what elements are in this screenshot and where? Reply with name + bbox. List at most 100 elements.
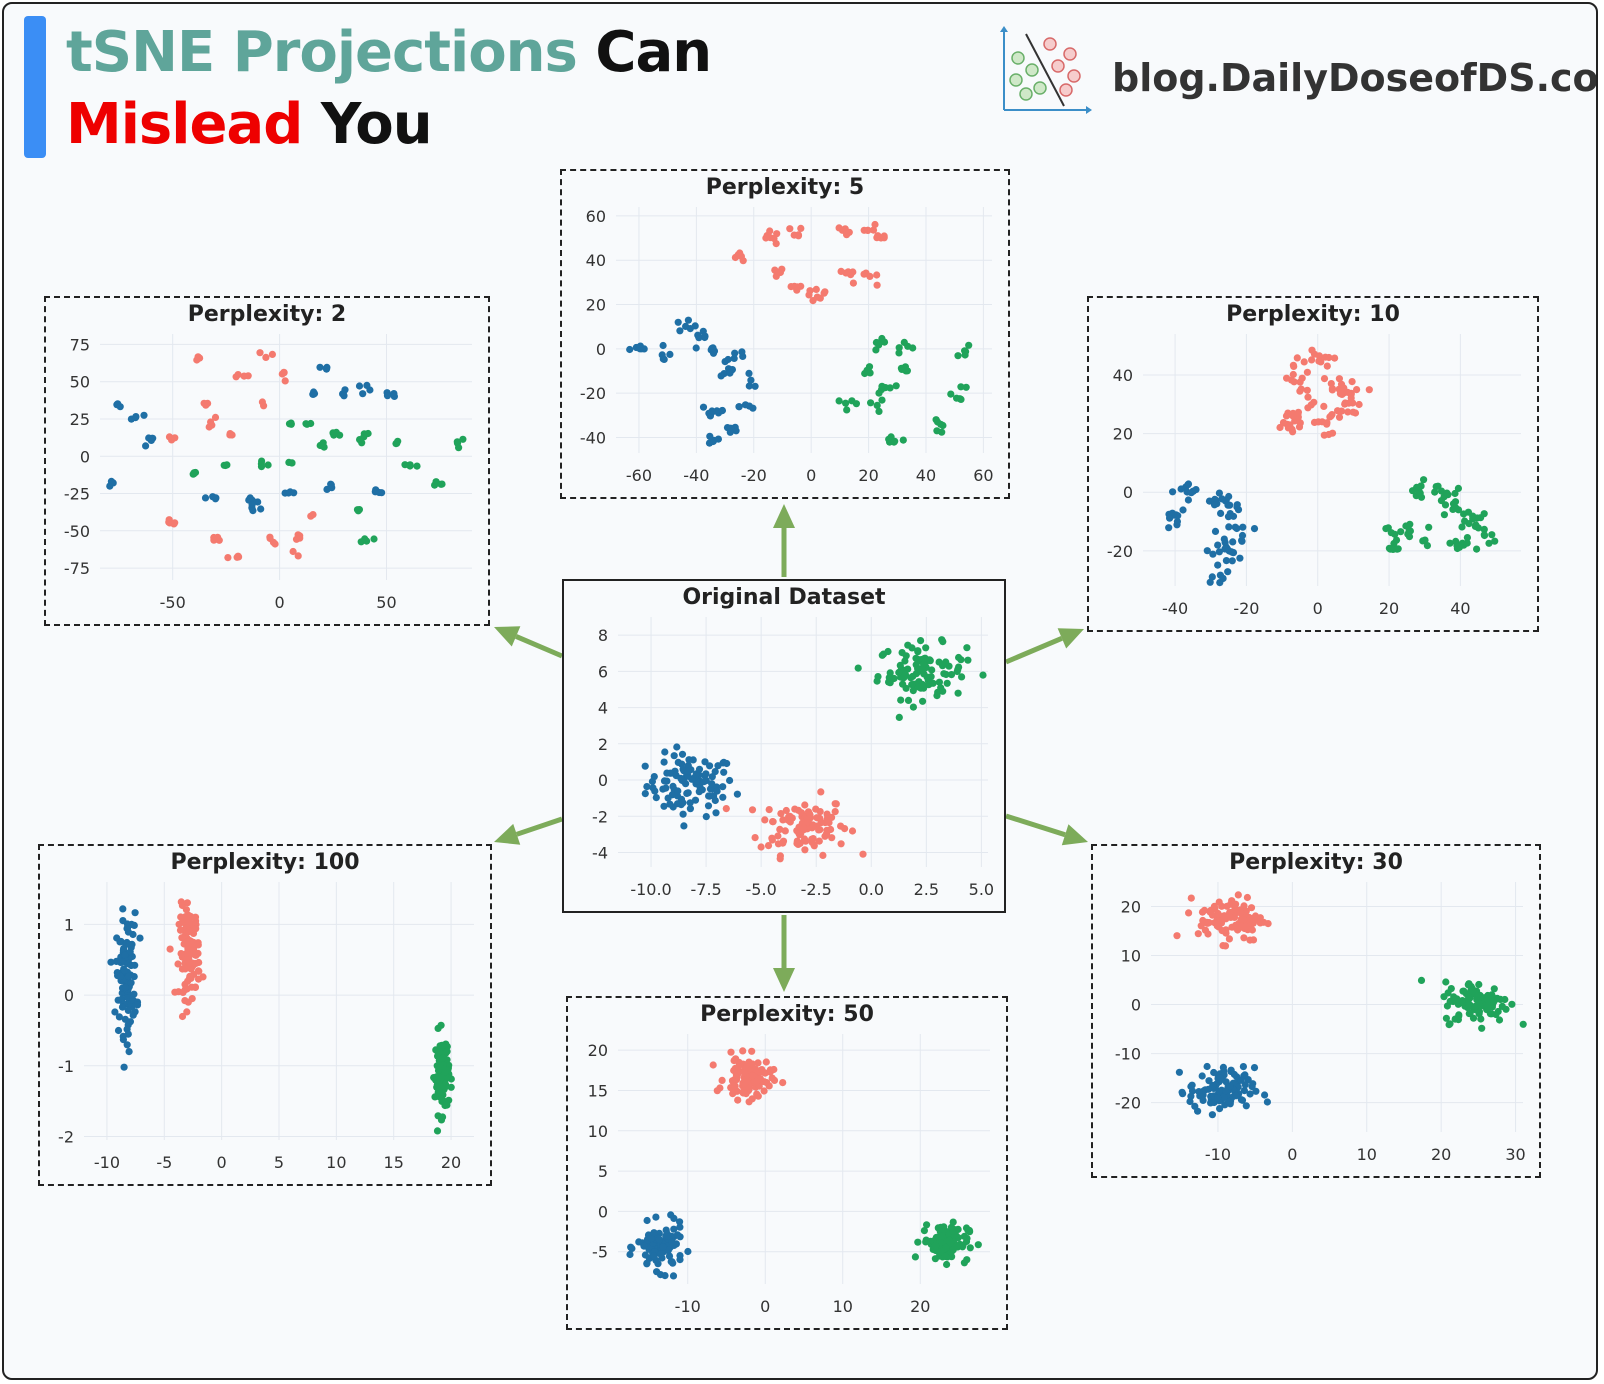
x-tick-label: 20: [1431, 1145, 1451, 1164]
data-point: [1256, 919, 1264, 927]
data-point: [199, 973, 207, 981]
data-point: [1201, 918, 1209, 926]
data-point: [183, 1008, 191, 1016]
data-point: [174, 960, 182, 968]
data-point: [854, 664, 862, 672]
data-point: [691, 322, 699, 330]
data-point: [1179, 506, 1187, 514]
x-tick-label: 40: [916, 466, 936, 485]
data-point: [680, 822, 688, 830]
data-point: [1519, 1020, 1527, 1028]
x-tick-label: 0: [1287, 1145, 1297, 1164]
data-point: [1451, 489, 1459, 498]
y-tick-label: 0: [1123, 483, 1133, 502]
data-point: [733, 790, 741, 798]
scatter-plot-perp50: -10 0 10 20 -5 0 5 10 15 20: [588, 1034, 990, 1316]
data-point: [310, 388, 318, 396]
data-point: [413, 462, 421, 470]
data-point: [1289, 361, 1297, 369]
y-tick-label: 10: [1121, 947, 1141, 966]
data-point: [1303, 386, 1311, 394]
data-point: [874, 673, 882, 681]
data-point: [1250, 1064, 1259, 1072]
data-point: [340, 392, 348, 400]
data-point: [661, 748, 669, 756]
data-point: [1459, 987, 1467, 995]
data-point: [925, 681, 933, 689]
data-point: [257, 460, 265, 468]
x-tick-label: -10: [1205, 1145, 1231, 1164]
data-point: [655, 1235, 663, 1243]
data-point: [185, 927, 193, 935]
data-point: [933, 692, 941, 700]
data-point: [205, 423, 213, 431]
data-point: [1228, 548, 1236, 556]
data-point: [1191, 1102, 1199, 1110]
data-point: [837, 822, 845, 830]
data-point: [1279, 419, 1288, 427]
data-point: [706, 762, 714, 770]
x-tick-label: -7.5: [690, 880, 721, 899]
x-tick-label: -10: [94, 1153, 120, 1172]
arrow-1: [494, 626, 563, 659]
data-point: [1349, 408, 1357, 416]
data-point: [1226, 501, 1234, 509]
data-point: [285, 458, 293, 466]
data-point: [1463, 539, 1471, 547]
data-point: [190, 470, 198, 478]
data-point: [190, 940, 198, 948]
data-point: [1490, 997, 1498, 1005]
data-point: [1243, 893, 1251, 902]
data-point: [1205, 1077, 1213, 1085]
data-point: [124, 1006, 132, 1014]
data-point: [1328, 429, 1337, 437]
data-point: [1386, 545, 1394, 553]
series-blue: [641, 743, 741, 830]
data-point: [662, 784, 670, 792]
data-point: [770, 234, 778, 243]
data-point: [147, 436, 155, 444]
data-point: [222, 461, 230, 470]
data-point: [719, 793, 727, 801]
data-point: [726, 369, 734, 377]
data-point: [1233, 524, 1241, 533]
data-point: [954, 665, 962, 673]
data-point: [1246, 936, 1254, 944]
data-point: [677, 774, 685, 782]
data-point: [1323, 420, 1331, 428]
data-point: [909, 672, 917, 680]
data-point: [447, 1083, 455, 1091]
data-point: [1187, 1092, 1195, 1100]
data-point: [178, 1012, 187, 1021]
x-tick-label: 5: [274, 1153, 284, 1172]
data-point: [1444, 491, 1452, 499]
data-point: [662, 1232, 670, 1240]
data-point: [931, 1255, 939, 1263]
data-point: [748, 806, 757, 814]
y-tick-label: 15: [588, 1081, 608, 1100]
data-point: [1208, 911, 1217, 919]
x-tick-label: 10: [1357, 1145, 1377, 1164]
data-point: [652, 1213, 660, 1221]
x-tick-label: 10: [833, 1297, 853, 1316]
data-point: [1417, 976, 1426, 984]
data-point: [919, 697, 927, 705]
data-point: [692, 344, 700, 352]
data-point: [234, 371, 242, 379]
chart-panel-perp50: Perplexity: 50 -10 0 10 20 -5 0 5 10 15 20: [566, 996, 1008, 1330]
data-point: [1237, 915, 1245, 923]
data-point: [764, 842, 773, 850]
data-point: [1298, 374, 1306, 382]
data-point: [695, 334, 703, 342]
data-point: [647, 1234, 655, 1243]
data-point: [749, 1060, 757, 1068]
data-point: [730, 1066, 738, 1075]
x-tick-label: 20: [858, 466, 878, 485]
x-tick-label: -60: [626, 466, 652, 485]
x-tick-label: 0: [806, 466, 816, 485]
data-point: [1327, 380, 1335, 388]
data-point: [904, 641, 912, 649]
x-tick-label: 30: [1505, 1145, 1525, 1164]
data-point: [797, 224, 805, 232]
data-point: [643, 783, 651, 791]
